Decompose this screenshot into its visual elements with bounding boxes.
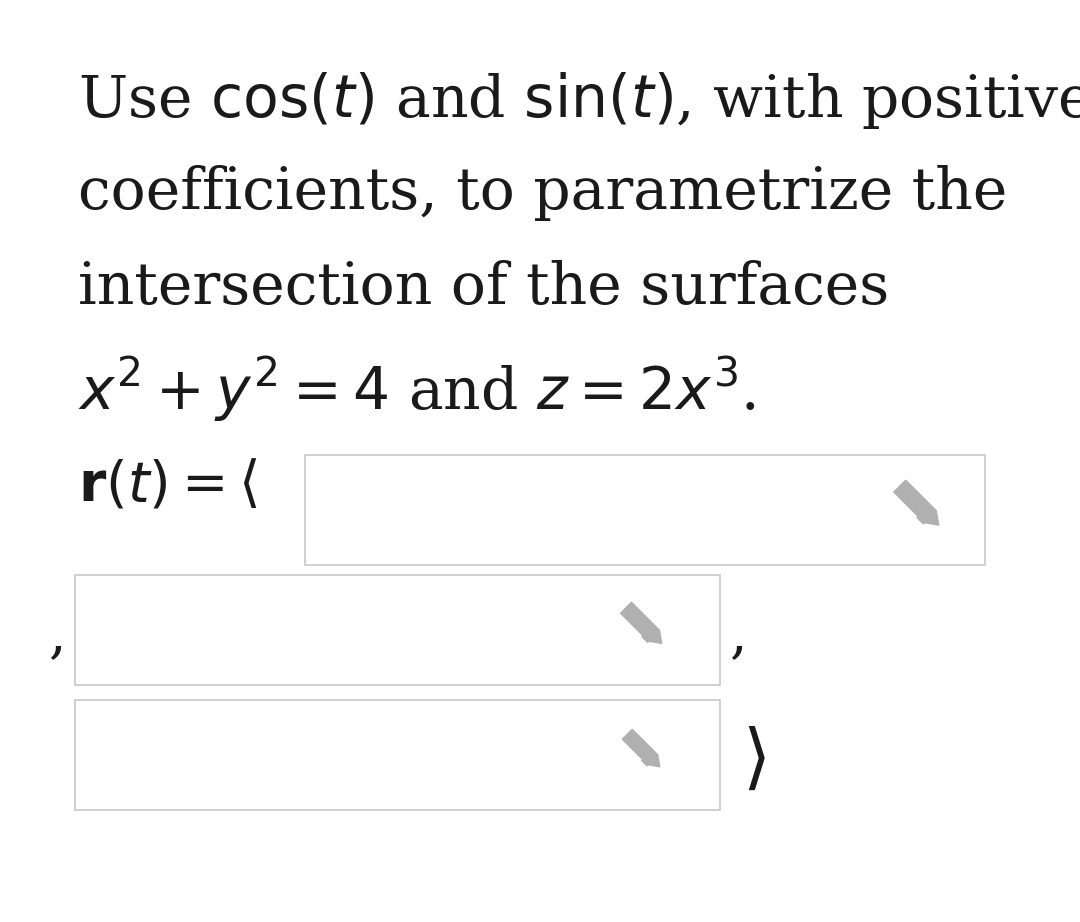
Text: $\mathbf{r}(t) = \langle$: $\mathbf{r}(t) = \langle$ bbox=[78, 457, 257, 513]
Polygon shape bbox=[642, 761, 652, 766]
Bar bbox=[305, 455, 985, 565]
Polygon shape bbox=[649, 631, 662, 644]
Text: coefficients, to parametrize the: coefficients, to parametrize the bbox=[78, 165, 1008, 221]
Polygon shape bbox=[642, 636, 653, 643]
Polygon shape bbox=[621, 602, 660, 641]
Polygon shape bbox=[648, 755, 660, 767]
Bar bbox=[75, 700, 720, 810]
Bar bbox=[75, 575, 720, 685]
Polygon shape bbox=[917, 517, 930, 524]
Text: ,: , bbox=[49, 609, 66, 663]
Text: intersection of the surfaces: intersection of the surfaces bbox=[78, 260, 889, 316]
Text: Use $\mathrm{cos}(t)$ and $\mathrm{sin}(t)$, with positive: Use $\mathrm{cos}(t)$ and $\mathrm{sin}(… bbox=[78, 70, 1080, 131]
Text: ,: , bbox=[729, 609, 746, 663]
Polygon shape bbox=[924, 511, 939, 526]
Polygon shape bbox=[622, 729, 658, 764]
Polygon shape bbox=[894, 480, 936, 523]
Text: $\rangle$: $\rangle$ bbox=[742, 726, 766, 796]
Text: $x^2 + y^2 = 4$ and $z = 2x^3$.: $x^2 + y^2 = 4$ and $z = 2x^3$. bbox=[78, 355, 756, 424]
